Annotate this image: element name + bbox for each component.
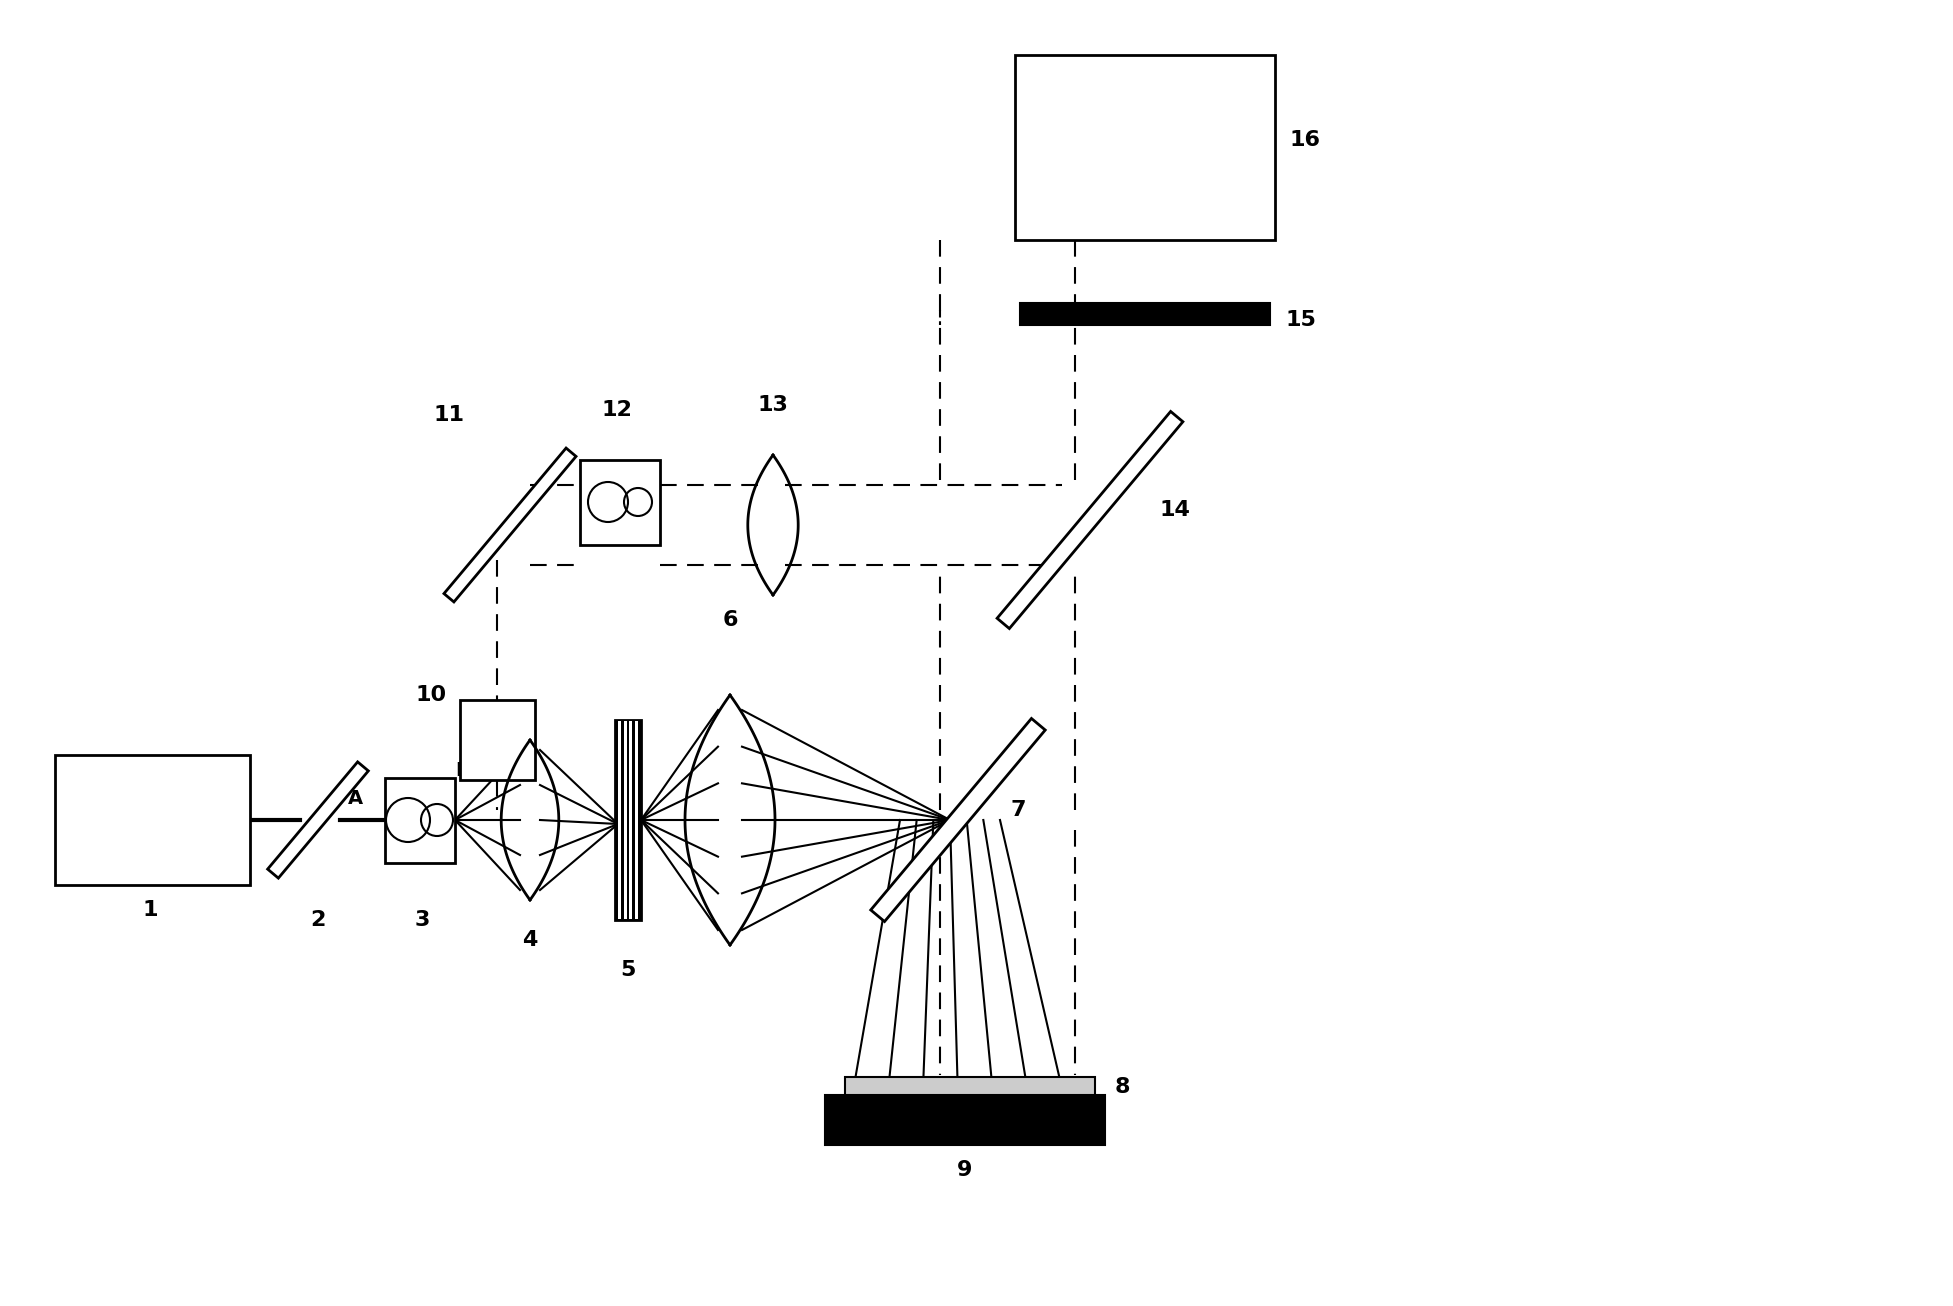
Bar xyxy=(635,721,639,919)
Text: 6: 6 xyxy=(723,610,738,629)
Bar xyxy=(55,755,250,885)
Bar xyxy=(1016,55,1275,240)
Bar xyxy=(1019,303,1269,325)
Bar xyxy=(385,778,455,863)
Bar xyxy=(846,1077,1096,1094)
Text: 5: 5 xyxy=(621,960,635,980)
Text: 14: 14 xyxy=(1160,500,1191,520)
Bar xyxy=(617,721,621,919)
Bar xyxy=(615,720,641,919)
Text: 4: 4 xyxy=(521,930,537,949)
Text: B: B xyxy=(455,760,471,780)
Polygon shape xyxy=(443,448,576,602)
Text: 8: 8 xyxy=(1115,1077,1131,1097)
Bar xyxy=(461,700,535,780)
Text: 13: 13 xyxy=(758,394,789,415)
Bar xyxy=(824,1094,1105,1145)
Text: A: A xyxy=(348,789,363,807)
Text: 7: 7 xyxy=(1010,801,1025,820)
Text: 9: 9 xyxy=(957,1160,973,1181)
Text: 16: 16 xyxy=(1291,131,1320,150)
Text: 12: 12 xyxy=(602,400,633,421)
Bar xyxy=(580,460,660,545)
Text: 1: 1 xyxy=(143,900,158,919)
Bar xyxy=(629,721,633,919)
Text: 15: 15 xyxy=(1285,310,1316,330)
Polygon shape xyxy=(998,411,1184,628)
Polygon shape xyxy=(871,718,1045,922)
Text: 11: 11 xyxy=(434,405,465,424)
Polygon shape xyxy=(268,761,369,878)
Text: 10: 10 xyxy=(416,686,447,705)
Text: 2: 2 xyxy=(311,910,326,930)
Bar xyxy=(623,721,627,919)
Text: 3: 3 xyxy=(414,910,430,930)
